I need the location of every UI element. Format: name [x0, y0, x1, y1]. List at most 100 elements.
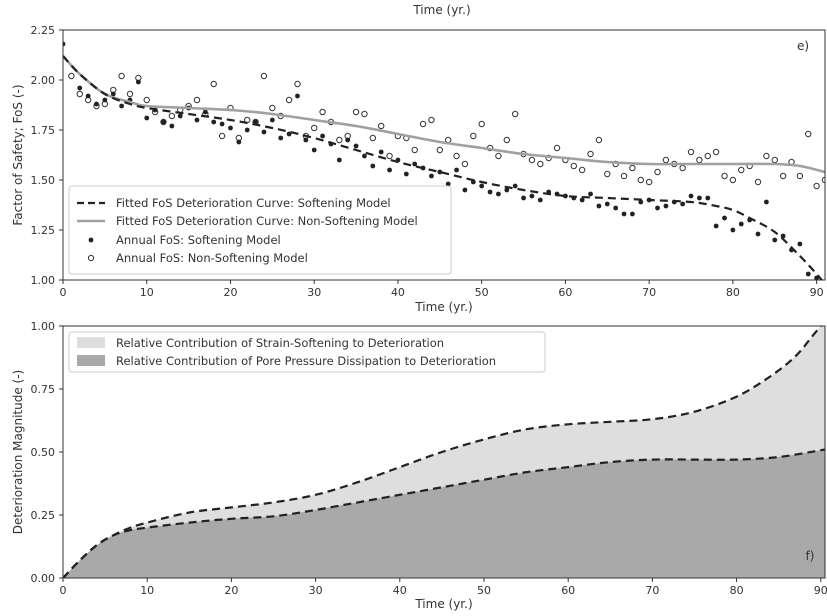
point-non-softening	[127, 91, 132, 96]
panel-f-y-ticks: 0.000.250.500.751.00	[31, 320, 64, 585]
panel-f-x-tick-label: 10	[140, 584, 154, 597]
panel-f-x-tick-label: 50	[477, 584, 491, 597]
point-non-softening	[496, 153, 501, 158]
point-non-softening	[370, 135, 375, 140]
panel-f-x-tick-label: 40	[393, 584, 407, 597]
point-non-softening	[571, 163, 576, 168]
point-softening	[270, 118, 275, 123]
point-softening	[613, 206, 618, 211]
point-non-softening	[605, 171, 610, 176]
point-non-softening	[579, 167, 584, 172]
panel-e-legend: Fitted FoS Deterioration Curve: Softenin…	[69, 186, 451, 274]
panel-e-y-tick-label: 1.50	[31, 174, 56, 187]
legend-swatch-pore-pressure	[77, 355, 105, 366]
point-non-softening	[755, 179, 760, 184]
top-cut-axis-label: Time (yr.)	[412, 3, 470, 17]
panel-e-y-tick-label: 1.25	[31, 224, 56, 237]
point-non-softening	[504, 137, 509, 142]
point-non-softening	[378, 123, 383, 128]
point-softening	[119, 104, 124, 109]
point-non-softening	[588, 151, 593, 156]
point-softening	[379, 150, 384, 155]
point-softening	[370, 164, 375, 169]
point-softening	[220, 122, 225, 127]
point-non-softening	[429, 117, 434, 122]
panel-e-x-tick-label: 30	[307, 286, 321, 299]
point-softening	[597, 204, 602, 209]
point-softening	[169, 124, 174, 129]
point-non-softening	[144, 97, 149, 102]
legend-swatch-softening-points	[89, 238, 94, 243]
legend-label-strain-softening: Relative Contribution of Strain-Softenin…	[116, 336, 444, 350]
legend-label-non-softening-curve: Fitted FoS Deterioration Curve: Non-Soft…	[116, 214, 418, 228]
point-non-softening	[169, 113, 174, 118]
point-softening	[278, 136, 283, 141]
point-softening	[429, 174, 434, 179]
panel-e-y-ticks: 1.001.251.501.752.002.25	[31, 24, 64, 287]
point-softening	[739, 222, 744, 227]
panel-e-x-tick-label: 50	[475, 286, 489, 299]
point-softening	[236, 140, 241, 145]
point-non-softening	[596, 137, 601, 142]
point-non-softening	[806, 131, 811, 136]
panel-e-tag: e)	[797, 39, 809, 53]
point-softening	[303, 138, 308, 143]
point-softening	[463, 188, 468, 193]
point-softening	[404, 172, 409, 177]
point-non-softening	[420, 121, 425, 126]
point-non-softening	[621, 173, 626, 178]
point-softening	[488, 190, 493, 195]
point-softening	[161, 120, 166, 125]
point-non-softening	[772, 157, 777, 162]
point-softening	[588, 192, 593, 197]
point-non-softening	[353, 109, 358, 114]
point-non-softening	[437, 147, 442, 152]
point-softening	[262, 130, 267, 135]
panel-f-tag: f)	[806, 549, 815, 563]
point-non-softening	[630, 165, 635, 170]
point-non-softening	[655, 169, 660, 174]
point-non-softening	[814, 183, 819, 188]
point-non-softening	[680, 165, 685, 170]
point-softening	[245, 128, 250, 133]
point-softening	[178, 114, 183, 119]
point-non-softening	[797, 173, 802, 178]
point-non-softening	[454, 153, 459, 158]
point-softening	[605, 202, 610, 207]
point-softening	[496, 192, 501, 197]
panel-e-y-axis-label: Factor of Safety; FoS (-)	[11, 84, 25, 225]
point-non-softening	[362, 111, 367, 116]
point-non-softening	[713, 149, 718, 154]
panel-e-x-tick-label: 20	[223, 286, 237, 299]
panel-f-y-axis-label: Deterioration Magnitude (-)	[11, 370, 25, 535]
point-softening	[362, 154, 367, 159]
point-softening	[312, 148, 317, 153]
point-softening	[354, 144, 359, 149]
panel-e-x-tick-label: 10	[140, 286, 154, 299]
point-softening	[764, 200, 769, 205]
legend-label-pore-pressure: Relative Contribution of Pore Pressure D…	[116, 354, 496, 368]
point-non-softening	[211, 81, 216, 86]
point-softening	[228, 126, 233, 131]
point-non-softening	[479, 121, 484, 126]
point-softening	[680, 202, 685, 207]
point-softening	[655, 206, 660, 211]
panel-f-y-tick-label: 1.00	[31, 320, 56, 333]
point-non-softening	[646, 179, 651, 184]
panel-e-y-tick-label: 1.00	[31, 274, 56, 287]
point-non-softening	[69, 73, 74, 78]
point-softening	[479, 184, 484, 189]
panel-f-y-tick-label: 0.25	[31, 509, 56, 522]
point-softening	[94, 102, 99, 107]
point-non-softening	[780, 173, 785, 178]
point-softening	[714, 224, 719, 229]
point-softening	[580, 198, 585, 203]
panel-f-legend: Relative Contribution of Strain-Softenin…	[69, 332, 545, 372]
point-non-softening	[739, 167, 744, 172]
point-softening	[630, 212, 635, 217]
point-non-softening	[462, 161, 467, 166]
